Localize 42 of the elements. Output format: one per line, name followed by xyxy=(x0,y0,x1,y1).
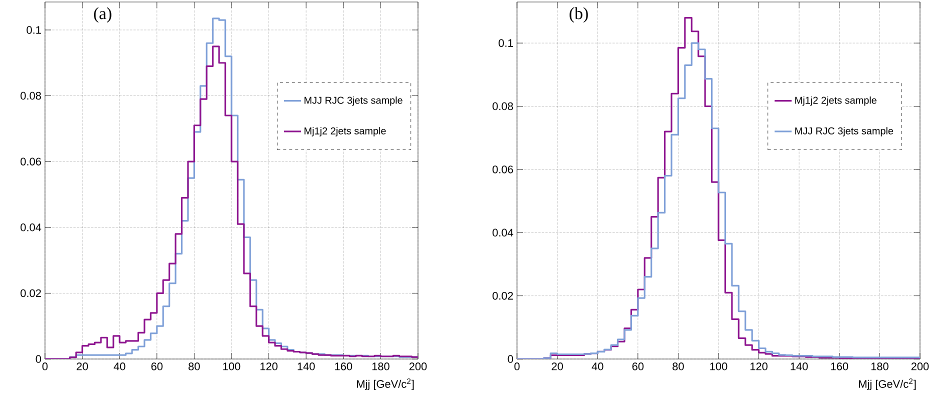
y-tick-label: 0.02 xyxy=(20,289,41,298)
x-tick-label: 0 xyxy=(514,362,520,370)
y-tick-label: 0.04 xyxy=(492,228,514,237)
x-tick-label: 180 xyxy=(372,362,390,370)
y-tick-label: 0.02 xyxy=(492,292,513,300)
x-tick-label: 200 xyxy=(409,362,427,370)
x-tick-label: 140 xyxy=(790,362,808,370)
annotation: (b) xyxy=(570,7,588,23)
x-tick-label: 100 xyxy=(710,362,728,370)
x-tick-label: 40 xyxy=(592,362,604,370)
x-tick-label: 140 xyxy=(298,362,315,370)
legend-label: Mj1j2 2jets sample xyxy=(304,127,386,136)
y-tick-label: 0.08 xyxy=(20,92,41,100)
annotation: (a) xyxy=(94,7,112,23)
x-axis-title: Mjj [GeV/c$^{2}$] xyxy=(859,378,916,390)
x-tick-label: 40 xyxy=(114,362,126,370)
x-tick-label: 200 xyxy=(911,362,929,370)
x-tick-label: 100 xyxy=(223,362,240,370)
y-tick-label: 0.04 xyxy=(20,224,42,232)
x-axis-title: Mjj [GeV/c$^{2}$] xyxy=(357,378,414,390)
x-tick-label: 60 xyxy=(632,362,644,370)
y-tick-label: 0 xyxy=(508,355,514,363)
x-tick-label: 20 xyxy=(552,362,563,370)
y-tick-label: 0.1 xyxy=(26,26,41,34)
x-tick-label: 180 xyxy=(871,362,888,370)
x-tick-label: 20 xyxy=(76,362,88,370)
legend-label: Mj1j2 2jets sample xyxy=(795,96,876,106)
y-tick-label: 0.1 xyxy=(498,39,513,47)
x-tick-label: 120 xyxy=(260,362,278,370)
x-tick-label: 160 xyxy=(831,362,848,370)
x-tick-label: 0 xyxy=(42,362,48,370)
x-tick-label: 60 xyxy=(151,362,163,370)
y-tick-label: 0.08 xyxy=(492,102,513,110)
x-tick-label: 160 xyxy=(335,362,352,370)
y-tick-label: 0.06 xyxy=(20,158,41,166)
x-tick-label: 80 xyxy=(672,362,684,370)
legend-label: MJJ RJC 3jets sample xyxy=(795,127,894,136)
y-tick-label: 0 xyxy=(36,355,42,363)
legend-label: MJJ RJC 3jets sample xyxy=(304,96,402,106)
x-tick-label: 120 xyxy=(750,362,768,370)
y-tick-label: 0.06 xyxy=(492,166,513,174)
x-tick-label: 80 xyxy=(188,362,200,370)
